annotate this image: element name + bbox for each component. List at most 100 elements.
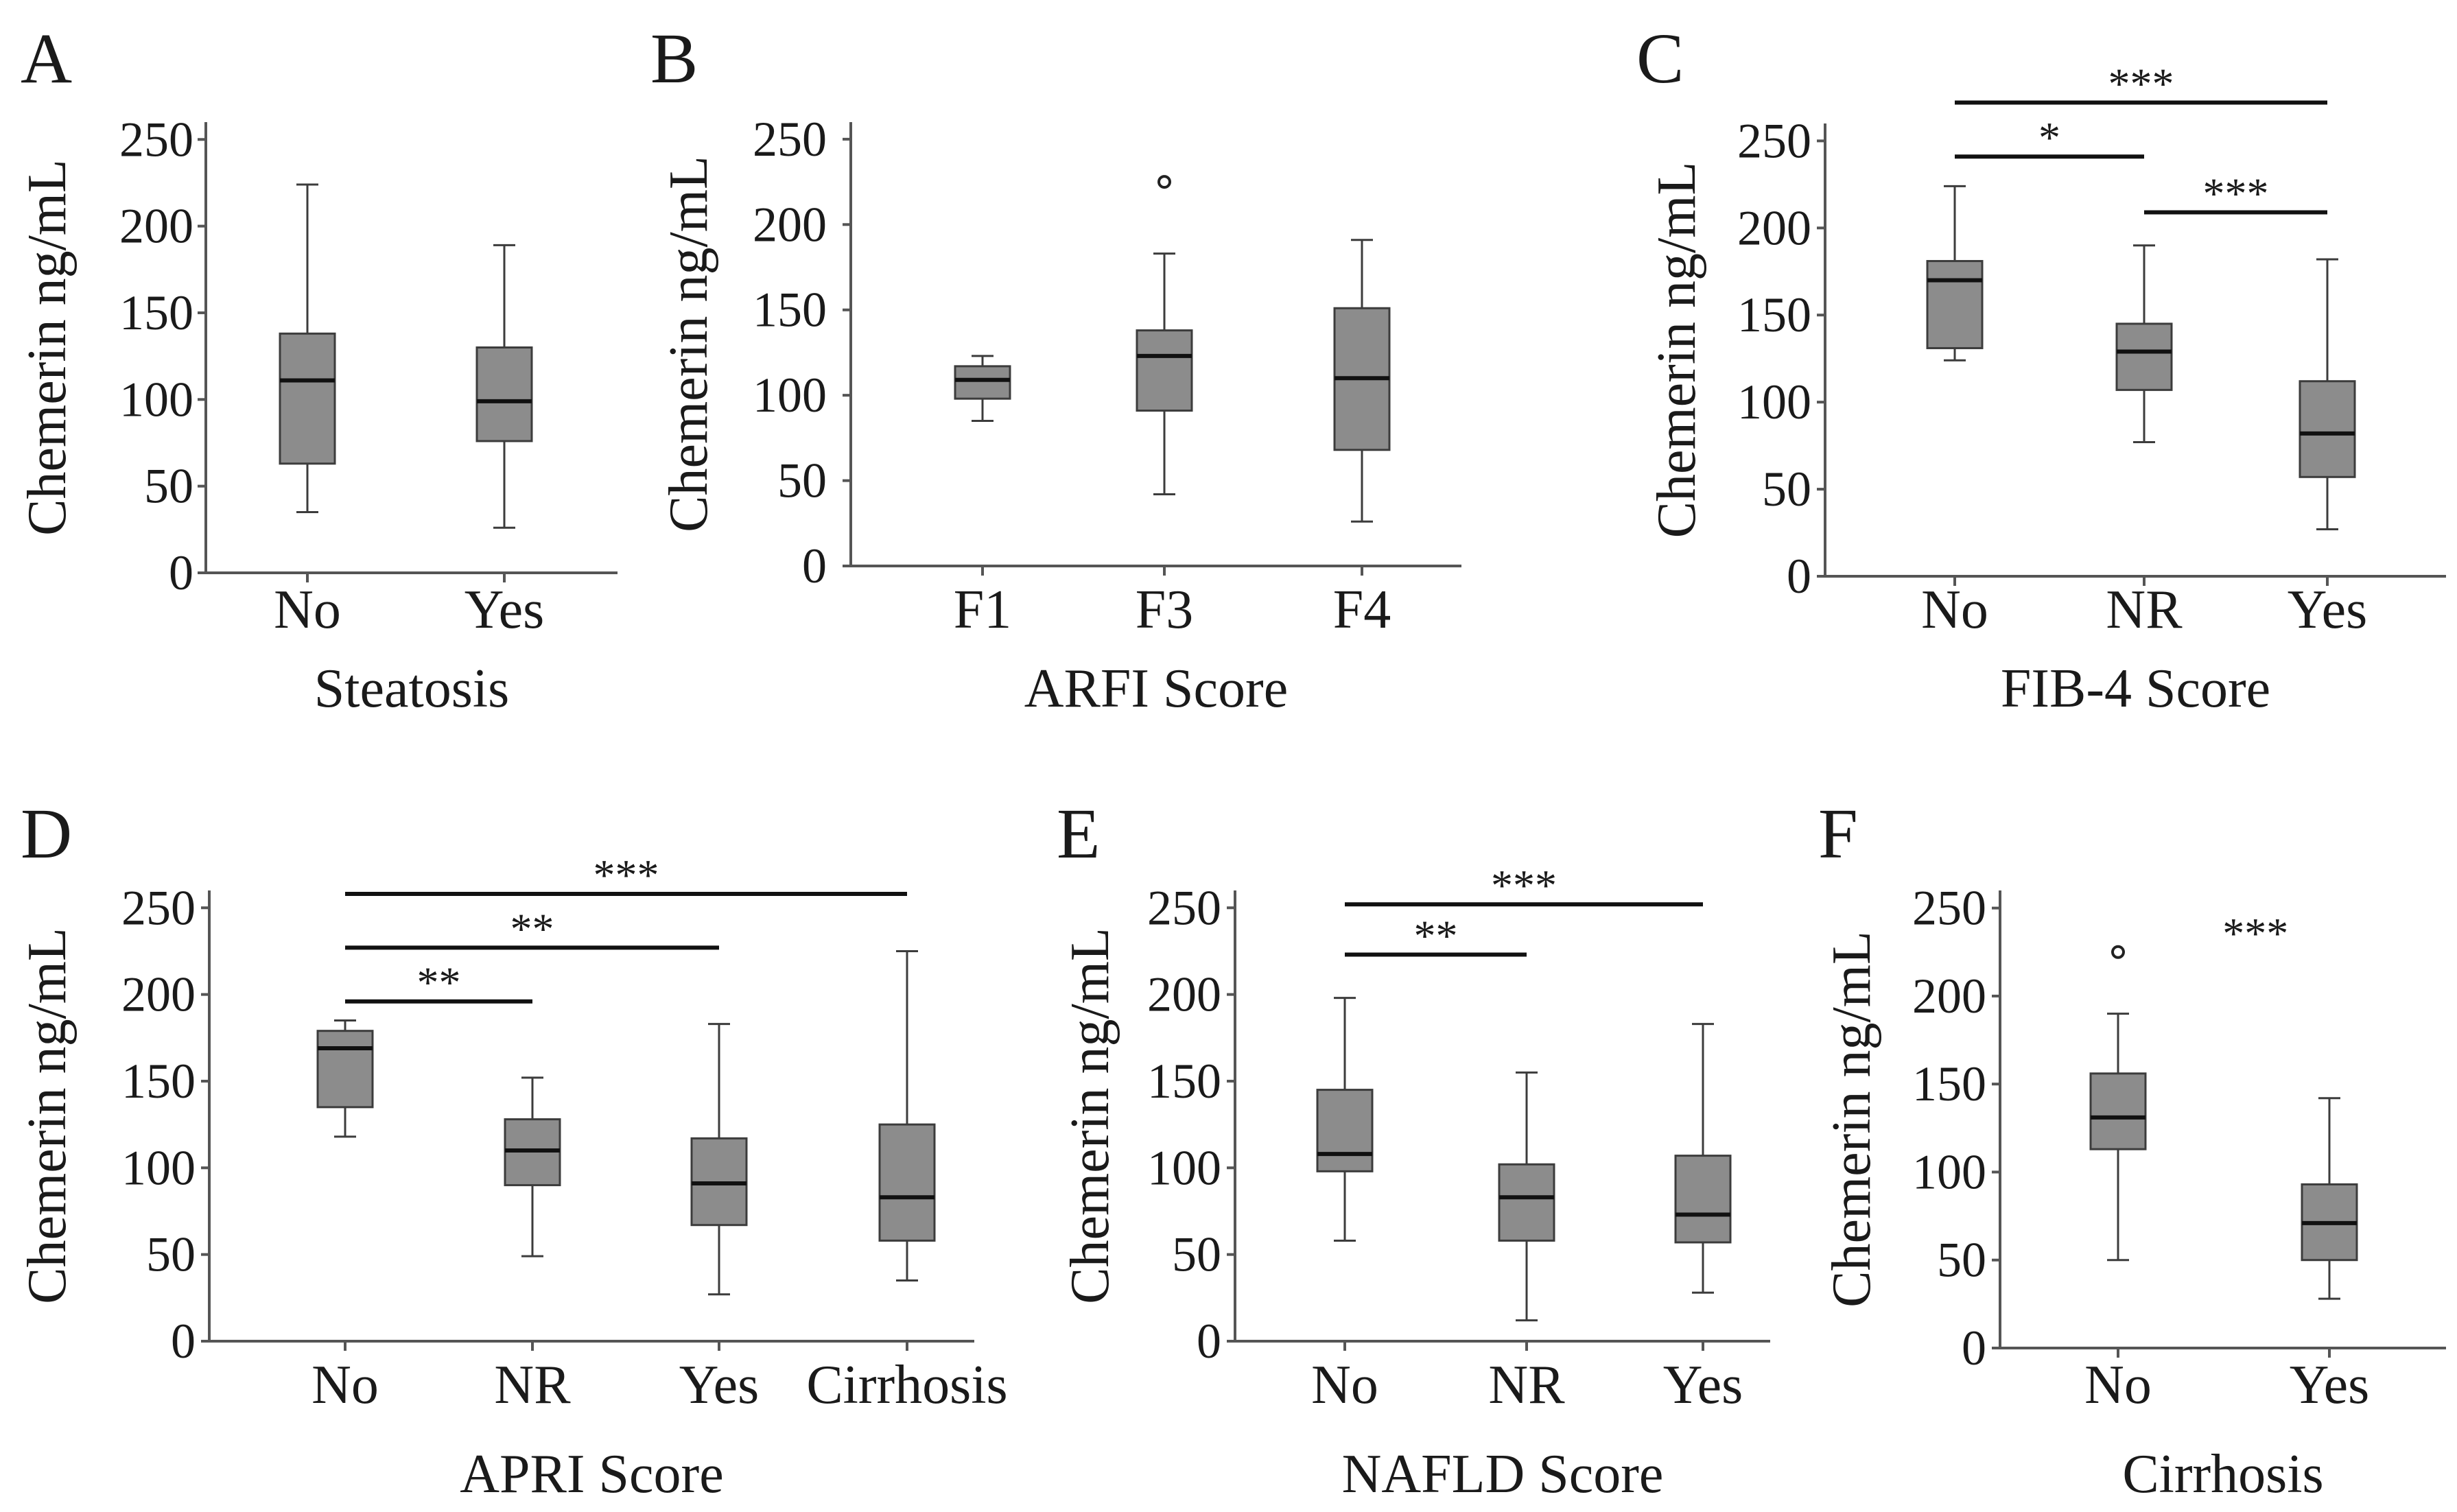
y-tick-label: 250 xyxy=(1912,881,1986,936)
x-tick-label: Yes xyxy=(679,1355,759,1415)
x-tick-label: F4 xyxy=(1333,580,1391,640)
x-tick-label: Yes xyxy=(2288,580,2367,640)
y-tick-label: 50 xyxy=(144,459,193,514)
x-tick-label: NR xyxy=(494,1355,571,1415)
y-tick-label: 100 xyxy=(119,372,193,427)
box-yes xyxy=(2299,380,2356,478)
panel-d: D 0 50 100 150 200 250 Chemerin ng/mL No NR Yes Cir… xyxy=(17,794,1008,1504)
y-tick-label: 250 xyxy=(121,880,196,935)
x-axis-label: APRI Score xyxy=(460,1444,723,1504)
y-tick-label: 100 xyxy=(1147,1140,1221,1195)
box-no xyxy=(316,1030,374,1109)
box-nr xyxy=(1498,1163,1555,1242)
y-tick-label: 50 xyxy=(1172,1227,1221,1282)
y-tick-label: 0 xyxy=(1962,1321,1986,1375)
y-tick-label: 250 xyxy=(1737,113,1811,168)
y-tick-label: 50 xyxy=(777,453,827,508)
y-tick-label: 150 xyxy=(1737,287,1811,342)
significance-label: ** xyxy=(417,958,461,1007)
x-axis-label: ARFI Score xyxy=(1024,659,1288,719)
panel-c: C 0 50 100 150 200 250 Chemerin ng/mL No NR Yes FIB… xyxy=(1636,19,2446,719)
x-tick-label: No xyxy=(1311,1355,1378,1415)
y-tick-label: 200 xyxy=(1912,969,1986,1024)
y-tick-label: 100 xyxy=(1737,375,1811,429)
x-tick-label: Yes xyxy=(2290,1355,2369,1415)
y-tick-label: 0 xyxy=(802,539,827,593)
x-tick-label: No xyxy=(274,580,341,640)
axis-lines xyxy=(204,122,618,574)
x-tick-label: No xyxy=(1921,580,1988,640)
y-tick-label: 0 xyxy=(169,545,193,600)
box-no xyxy=(1316,1089,1374,1172)
panel-label: E xyxy=(1057,794,1101,873)
box-yes xyxy=(1674,1155,1732,1244)
panel-e: E 0 50 100 150 200 250 Chemerin ng/mL No NR Yes NAF… xyxy=(1057,794,1770,1504)
significance-label: *** xyxy=(2108,60,2174,108)
x-tick-label: Yes xyxy=(1663,1355,1743,1415)
y-tick-label: 50 xyxy=(146,1227,196,1282)
axis-lines xyxy=(1234,890,1770,1343)
y-tick-label: 150 xyxy=(119,285,193,340)
x-tick-label: NR xyxy=(2106,580,2183,640)
y-axis-label: Chemerin ng/mL xyxy=(1822,931,1882,1308)
y-tick-label: 250 xyxy=(119,112,193,167)
x-axis-label: Steatosis xyxy=(314,659,509,719)
panel-b: B 0 50 100 150 200 250 Chemerin ng/mL F1 F3 F4 ARFI… xyxy=(650,19,1461,719)
x-tick-label: Yes xyxy=(465,580,544,640)
y-tick-label: 200 xyxy=(1147,967,1221,1022)
significance-label: * xyxy=(2038,113,2060,162)
y-axis-label: Chemerin ng/mL xyxy=(17,928,78,1304)
y-tick-label: 200 xyxy=(753,197,827,252)
y-axis-label: Chemerin ng/mL xyxy=(17,159,78,536)
box-f3 xyxy=(1136,329,1193,412)
axis-lines xyxy=(1999,890,2446,1349)
panel-label: F xyxy=(1818,794,1858,873)
x-tick-label: F3 xyxy=(1136,580,1194,640)
y-tick-label: 100 xyxy=(121,1140,196,1195)
y-tick-label: 200 xyxy=(121,967,196,1022)
significance-label: *** xyxy=(593,851,659,899)
y-axis-label: Chemerin ng/mL xyxy=(659,156,719,532)
y-tick-label: 0 xyxy=(1197,1314,1221,1369)
panel-a: A 0 50 100 150 200 250 Chemerin ng/mL No Yes Steat… xyxy=(17,19,618,719)
box-no xyxy=(2089,1072,2147,1150)
significance-label: ** xyxy=(510,904,554,953)
x-tick-label: F1 xyxy=(954,580,1012,640)
box-f1 xyxy=(954,365,1011,400)
y-tick-label: 250 xyxy=(1147,880,1221,935)
y-axis-label: Chemerin ng/mL xyxy=(1060,928,1120,1304)
axis-lines xyxy=(208,890,974,1343)
panel-label: C xyxy=(1636,19,1684,98)
y-tick-label: 150 xyxy=(753,283,827,338)
significance-label: *** xyxy=(2222,909,2288,958)
y-tick-label: 150 xyxy=(1912,1056,1986,1111)
y-tick-label: 50 xyxy=(1762,462,1811,517)
x-tick-label: No xyxy=(2084,1355,2152,1415)
y-tick-label: 100 xyxy=(1912,1144,1986,1199)
y-tick-label: 250 xyxy=(753,112,827,167)
y-tick-label: 100 xyxy=(753,368,827,423)
box-no xyxy=(279,332,336,465)
panel-label: B xyxy=(650,19,698,98)
outlier-point xyxy=(2111,945,2125,959)
panel-label: D xyxy=(21,794,72,873)
box-no xyxy=(1926,260,1984,349)
x-axis-label: Cirrhosis xyxy=(2122,1444,2323,1504)
y-tick-label: 200 xyxy=(1737,200,1811,255)
x-tick-label: Cirrhosis xyxy=(806,1355,1007,1415)
x-tick-label: NR xyxy=(1488,1355,1565,1415)
y-tick-label: 150 xyxy=(121,1054,196,1109)
box-nr xyxy=(2115,322,2173,391)
x-axis-label: NAFLD Score xyxy=(1342,1444,1664,1504)
y-tick-label: 0 xyxy=(1787,549,1811,604)
box-cirrhosis xyxy=(878,1123,936,1242)
panel-f: F 0 50 100 150 200 250 Chemerin ng/mL No Yes Cirrh… xyxy=(1818,794,2446,1504)
significance-label: *** xyxy=(1491,861,1557,910)
x-axis-label: FIB-4 Score xyxy=(2001,659,2270,719)
y-axis-label: Chemerin ng/mL xyxy=(1647,162,1707,539)
y-tick-label: 200 xyxy=(119,199,193,254)
y-tick-label: 0 xyxy=(171,1314,196,1369)
y-tick-label: 150 xyxy=(1147,1054,1221,1109)
box-yes xyxy=(475,346,533,442)
